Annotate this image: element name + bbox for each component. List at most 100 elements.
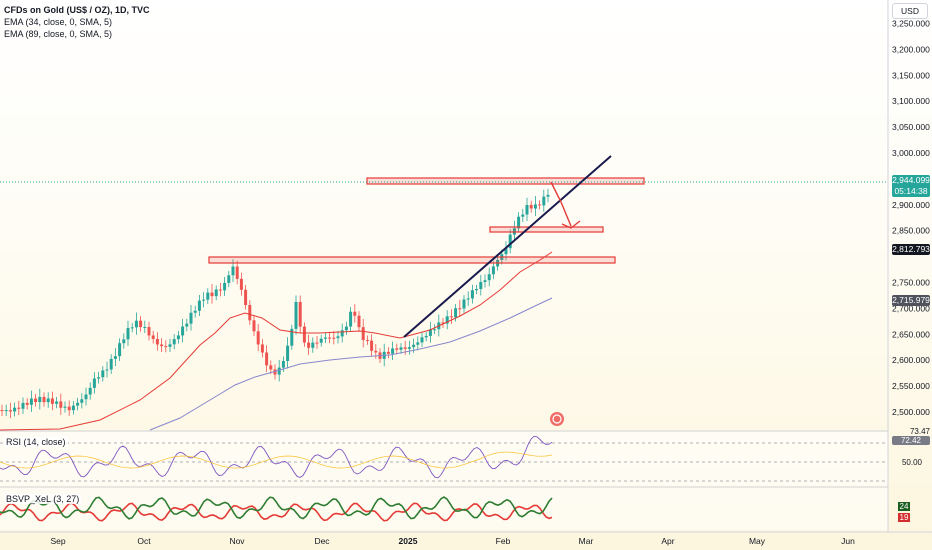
candle-body xyxy=(231,266,235,276)
candle-body xyxy=(206,292,210,300)
support-zone[interactable] xyxy=(489,226,604,233)
candle-body xyxy=(185,323,189,327)
candle-body xyxy=(134,320,138,328)
candle-body xyxy=(416,342,420,345)
candle-body xyxy=(399,347,403,350)
candle-body xyxy=(487,274,491,281)
candle-body xyxy=(424,335,428,338)
candle-body xyxy=(0,410,4,412)
price-axis[interactable]: 3,250.000 3,200.000 3,150.000 3,100.000 3,05… xyxy=(892,19,930,418)
candle-body xyxy=(252,320,256,332)
candle-body xyxy=(55,401,59,404)
candle-body xyxy=(223,282,227,291)
candle-body xyxy=(336,336,340,339)
candle-body xyxy=(281,360,285,368)
candle-body xyxy=(218,289,222,291)
candle-body xyxy=(407,347,411,349)
candle-body xyxy=(46,398,50,403)
candle-body xyxy=(239,278,243,290)
time-tick-label: Dec xyxy=(314,536,330,546)
candle-body xyxy=(365,339,369,341)
rsi-pane xyxy=(0,432,888,486)
rsi-axis-value: 50.00 xyxy=(901,458,922,467)
candle-body xyxy=(508,234,512,249)
time-tick-label: May xyxy=(749,536,766,546)
candle-body xyxy=(130,327,134,329)
candle-body xyxy=(491,266,495,275)
candle-body xyxy=(63,406,67,408)
rsi-current-tag: 72.42 xyxy=(892,436,930,445)
candle-body xyxy=(122,339,126,344)
candle-body xyxy=(235,266,239,279)
candle-body xyxy=(147,327,151,336)
resistance-zone[interactable] xyxy=(366,177,645,185)
candle-body xyxy=(428,329,432,336)
candle-body xyxy=(143,327,147,329)
candle-body xyxy=(38,396,42,403)
currency-button[interactable]: USD xyxy=(892,3,928,19)
candle-body xyxy=(244,289,248,306)
candle-body xyxy=(458,308,462,310)
candle-body xyxy=(315,342,319,344)
bsvp-sell-tag: 19 xyxy=(898,513,910,522)
candle-body xyxy=(294,301,298,329)
price-tick-label: 2,750.000 xyxy=(892,278,930,288)
candle-body xyxy=(441,322,445,324)
candle-body xyxy=(386,351,390,354)
candle-body xyxy=(298,301,302,327)
candle-body xyxy=(80,399,84,403)
ema89-legend[interactable]: EMA (89, close, 0, SMA, 5) xyxy=(4,29,113,39)
bsvp-label[interactable]: BSVP_XeL (3, 27) xyxy=(4,494,82,504)
candle-body xyxy=(433,329,437,331)
candle-body xyxy=(420,337,424,343)
candle-body xyxy=(349,311,353,327)
candle-body xyxy=(193,310,197,313)
price-tick-label: 2,900.000 xyxy=(892,200,930,210)
price-tick-label: 2,550.000 xyxy=(892,381,930,391)
candle-body xyxy=(214,289,218,297)
breakout-zone[interactable] xyxy=(208,256,616,264)
candle-body xyxy=(151,335,155,339)
candle-body xyxy=(323,337,327,339)
arrow-head xyxy=(561,220,581,229)
ema34-legend[interactable]: EMA (34, close, 0, SMA, 5) xyxy=(4,17,113,27)
time-tick-label: Nov xyxy=(229,536,245,546)
time-tick-label: Apr xyxy=(661,536,674,546)
symbol-title[interactable]: CFDs on Gold (US$ / OZ), 1D, TVC xyxy=(4,5,150,15)
candle-body xyxy=(319,338,323,343)
price-tick-label: 2,850.000 xyxy=(892,226,930,236)
bsvp-buy-tag: 24 xyxy=(898,502,910,511)
ema34-price-tag: 2,812.793 xyxy=(892,244,930,255)
candle-body xyxy=(25,402,29,405)
trendline[interactable] xyxy=(403,155,612,338)
price-tick-label: 3,000.000 xyxy=(892,148,930,158)
candle-body xyxy=(13,407,17,412)
candle-body xyxy=(168,344,172,347)
ema89-line xyxy=(149,297,553,431)
candle-body xyxy=(67,406,71,411)
candle-body xyxy=(525,204,529,215)
candle-body xyxy=(176,335,180,340)
candle-body xyxy=(311,342,315,348)
candle-body xyxy=(374,350,378,353)
projection-arrow[interactable] xyxy=(550,181,572,227)
candle-body xyxy=(470,290,474,299)
price-tick-label: 2,500.000 xyxy=(892,407,930,417)
time-axis[interactable]: Sep Oct Nov Dec 2025 Feb Mar Apr May Jun xyxy=(50,536,855,546)
candle-body xyxy=(126,328,130,340)
candle-body xyxy=(395,348,399,350)
bsvp-buy-line xyxy=(0,496,553,520)
candle-body xyxy=(8,410,12,412)
candle-body xyxy=(50,398,54,404)
candle-body xyxy=(269,365,273,370)
candle-body xyxy=(34,398,38,403)
candle-body xyxy=(139,320,143,328)
price-tick-label: 3,150.000 xyxy=(892,70,930,80)
candle-body xyxy=(181,326,185,336)
rsi-label[interactable]: RSI (14, close) xyxy=(4,437,68,447)
candle-body xyxy=(17,407,21,409)
candle-body xyxy=(76,402,80,406)
candle-body xyxy=(454,308,458,318)
